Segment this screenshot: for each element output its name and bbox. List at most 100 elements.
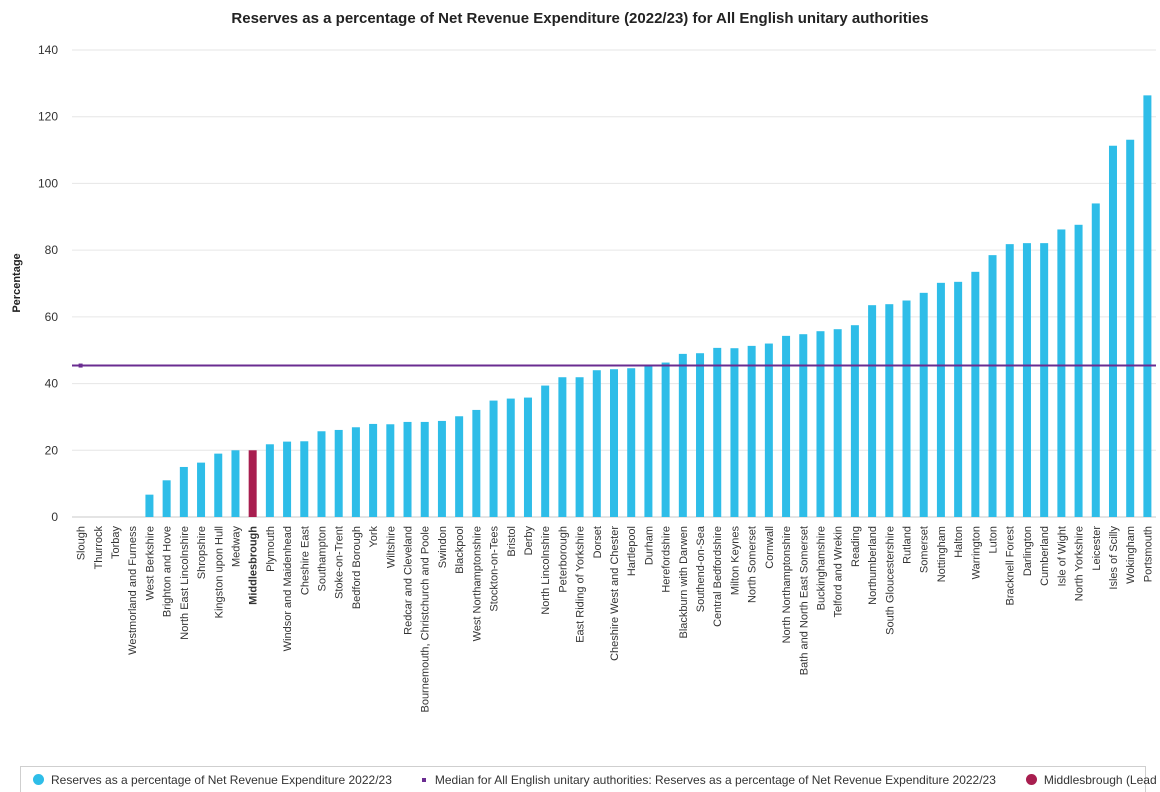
x-tick-label: Hartlepool bbox=[626, 526, 638, 576]
x-tick-label: Herefordshire bbox=[661, 526, 673, 593]
bar bbox=[489, 400, 498, 517]
x-tick-label: Shropshire bbox=[196, 526, 208, 579]
y-tick-label: 40 bbox=[45, 377, 59, 391]
legend-item-lead-area[interactable]: Middlesbrough (Lead area) bbox=[1025, 773, 1160, 787]
x-tick-label: North East Lincolnshire bbox=[179, 526, 191, 640]
x-tick-label: Durham bbox=[643, 526, 655, 565]
bar bbox=[1022, 243, 1031, 517]
bar bbox=[420, 421, 429, 517]
bar bbox=[1143, 95, 1152, 517]
x-tick-label: South Gloucestershire bbox=[884, 526, 896, 635]
bar bbox=[334, 429, 343, 517]
x-tick-label: Warrington bbox=[970, 526, 982, 579]
x-tick-label: Bracknell Forest bbox=[1005, 526, 1017, 605]
x-tick-label: Telford and Wrekin bbox=[833, 526, 845, 618]
x-tick-label: Westmorland and Furness bbox=[127, 526, 139, 655]
x-tick-label: Cheshire East bbox=[299, 526, 311, 595]
bar bbox=[197, 462, 206, 517]
bar bbox=[455, 416, 464, 517]
bar bbox=[971, 271, 980, 517]
bar bbox=[1005, 244, 1014, 518]
legend-item-median[interactable]: Median for All English unitary authoriti… bbox=[421, 772, 996, 787]
x-tick-label: Reading bbox=[850, 526, 862, 567]
legend-label-median: Median for All English unitary authoriti… bbox=[434, 772, 996, 787]
legend-swatch-lead-area bbox=[1025, 774, 1037, 785]
bar bbox=[644, 365, 653, 517]
x-tick-label: Wiltshire bbox=[385, 526, 397, 568]
y-tick-label: 0 bbox=[51, 510, 58, 524]
y-tick-label: 80 bbox=[45, 243, 59, 257]
bar bbox=[885, 304, 894, 517]
bar bbox=[283, 441, 292, 517]
bar bbox=[437, 420, 446, 517]
x-tick-label: North Northamptonshire bbox=[781, 526, 793, 643]
bar bbox=[610, 369, 618, 517]
bar bbox=[162, 480, 171, 517]
x-tick-label: Plymouth bbox=[265, 526, 277, 572]
x-tick-label: Brighton and Hove bbox=[162, 526, 174, 617]
x-tick-label: Northumberland bbox=[867, 526, 879, 605]
x-tick-label: Darlington bbox=[1022, 526, 1034, 576]
x-tick-label: North Lincolnshire bbox=[540, 526, 552, 615]
bar bbox=[696, 353, 705, 517]
x-tick-label: Blackburn with Darwen bbox=[678, 526, 690, 639]
x-tick-label: Redcar and Cleveland bbox=[403, 526, 415, 635]
bar bbox=[936, 282, 945, 517]
x-tick-label: Bedford Borough bbox=[351, 526, 363, 609]
x-tick-label: Stockton-on-Tees bbox=[489, 526, 501, 612]
bar bbox=[799, 334, 808, 517]
bar bbox=[816, 331, 825, 517]
bar bbox=[575, 377, 584, 517]
x-tick-label: Cornwall bbox=[764, 526, 776, 569]
bar bbox=[627, 368, 636, 517]
bar bbox=[145, 494, 154, 517]
x-tick-label: Wokingham bbox=[1125, 526, 1137, 584]
bar bbox=[850, 325, 859, 517]
bar bbox=[902, 300, 911, 517]
x-tick-label: West Berkshire bbox=[144, 526, 156, 600]
bar bbox=[541, 385, 550, 517]
x-tick-label: West Northamptonshire bbox=[471, 526, 483, 641]
x-tick-label: Somerset bbox=[919, 526, 931, 573]
x-tick-label: Cheshire West and Chester bbox=[609, 526, 621, 661]
x-tick-label: Cumberland bbox=[1039, 526, 1051, 586]
bar bbox=[214, 453, 223, 517]
x-tick-label: Isles of Scilly bbox=[1108, 526, 1120, 590]
y-tick-label: 120 bbox=[38, 110, 58, 124]
x-tick-label: Southend-on-Sea bbox=[695, 525, 707, 612]
bar bbox=[179, 466, 188, 517]
x-tick-label: Buckinghamshire bbox=[815, 526, 827, 610]
bar bbox=[386, 424, 395, 517]
bar bbox=[300, 441, 309, 517]
x-tick-label: Bath and North East Somerset bbox=[798, 526, 810, 675]
x-tick-label: Isle of Wight bbox=[1056, 526, 1068, 587]
legend-swatch-median bbox=[421, 777, 426, 782]
bar bbox=[523, 397, 532, 517]
legend-item-reserves[interactable]: Reserves as a percentage of Net Revenue … bbox=[33, 773, 392, 787]
x-tick-label: Derby bbox=[523, 526, 535, 556]
x-tick-label: Torbay bbox=[110, 526, 122, 560]
bar bbox=[1091, 203, 1100, 517]
x-tick-label: Peterborough bbox=[557, 526, 569, 593]
bar bbox=[231, 450, 240, 517]
x-tick-label: East Riding of Yorkshire bbox=[575, 526, 587, 643]
bar bbox=[317, 431, 326, 517]
bar bbox=[782, 335, 791, 517]
y-tick-label: 20 bbox=[45, 443, 59, 457]
x-tick-label: York bbox=[368, 526, 380, 548]
x-tick-label: Southampton bbox=[316, 526, 328, 591]
y-tick-label: 100 bbox=[38, 176, 58, 190]
bar bbox=[1074, 224, 1083, 517]
x-tick-label: Middlesbrough bbox=[248, 526, 260, 605]
x-tick-label: Bournemouth, Christchurch and Poole bbox=[420, 526, 432, 713]
x-tick-label: Medway bbox=[230, 526, 242, 567]
bar bbox=[954, 281, 963, 517]
bar bbox=[248, 450, 257, 517]
x-tick-label: Thurrock bbox=[93, 526, 105, 570]
bar bbox=[265, 444, 274, 517]
bar bbox=[592, 370, 601, 517]
x-tick-label: Rutland bbox=[902, 526, 914, 564]
x-tick-label: Dorset bbox=[592, 526, 604, 558]
